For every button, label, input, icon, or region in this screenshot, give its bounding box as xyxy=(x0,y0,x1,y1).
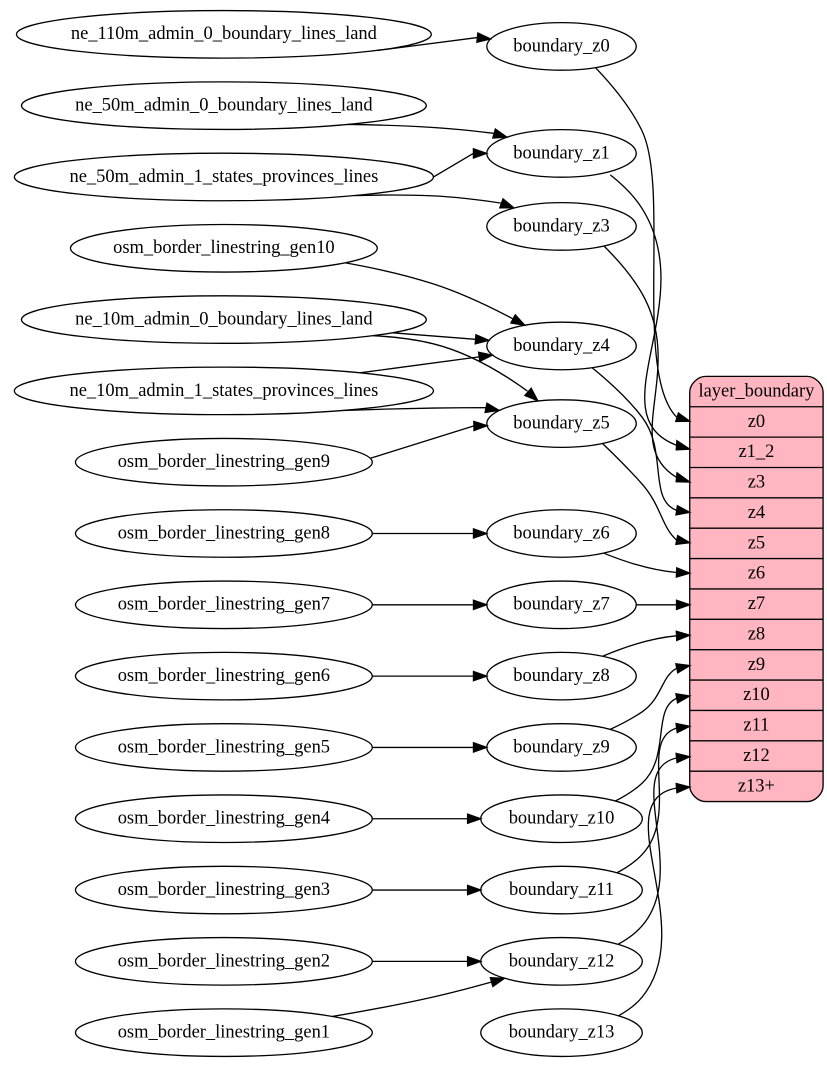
svg-text:boundary_z6: boundary_z6 xyxy=(513,522,609,542)
svg-text:boundary_z7: boundary_z7 xyxy=(513,594,609,614)
svg-text:boundary_z1: boundary_z1 xyxy=(513,142,609,162)
svg-text:ne_50m_admin_0_boundary_lines_: ne_50m_admin_0_boundary_lines_land xyxy=(75,95,373,115)
svg-text:osm_border_linestring_gen4: osm_border_linestring_gen4 xyxy=(118,808,330,828)
svg-text:ne_110m_admin_0_boundary_lines: ne_110m_admin_0_boundary_lines_land xyxy=(71,23,378,43)
svg-text:ne_50m_admin_1_states_province: ne_50m_admin_1_states_provinces_lines xyxy=(69,166,378,186)
svg-text:z0: z0 xyxy=(748,411,765,431)
svg-text:boundary_z11: boundary_z11 xyxy=(509,879,614,899)
svg-text:z11: z11 xyxy=(743,715,769,735)
svg-text:osm_border_linestring_gen1: osm_border_linestring_gen1 xyxy=(118,1022,330,1042)
svg-text:z9: z9 xyxy=(748,654,765,674)
svg-text:layer_boundary: layer_boundary xyxy=(698,380,815,400)
svg-text:z8: z8 xyxy=(748,623,765,643)
svg-text:osm_border_linestring_gen6: osm_border_linestring_gen6 xyxy=(118,665,330,685)
svg-text:boundary_z5: boundary_z5 xyxy=(513,412,609,432)
svg-text:osm_border_linestring_gen10: osm_border_linestring_gen10 xyxy=(113,237,335,257)
svg-text:osm_border_linestring_gen8: osm_border_linestring_gen8 xyxy=(118,522,330,542)
svg-text:osm_border_linestring_gen9: osm_border_linestring_gen9 xyxy=(118,451,330,471)
svg-text:osm_border_linestring_gen3: osm_border_linestring_gen3 xyxy=(118,879,330,899)
svg-text:ne_10m_admin_0_boundary_lines_: ne_10m_admin_0_boundary_lines_land xyxy=(75,308,373,328)
svg-text:z4: z4 xyxy=(748,502,765,522)
svg-text:boundary_z9: boundary_z9 xyxy=(513,736,609,756)
svg-text:z13+: z13+ xyxy=(738,775,775,795)
svg-text:z10: z10 xyxy=(743,684,770,704)
svg-text:boundary_z4: boundary_z4 xyxy=(513,335,609,355)
svg-text:boundary_z3: boundary_z3 xyxy=(513,215,609,235)
svg-text:z12: z12 xyxy=(743,745,770,765)
svg-text:z5: z5 xyxy=(748,532,765,552)
svg-text:boundary_z13: boundary_z13 xyxy=(509,1022,615,1042)
svg-text:boundary_z10: boundary_z10 xyxy=(509,808,615,828)
svg-text:osm_border_linestring_gen7: osm_border_linestring_gen7 xyxy=(118,594,330,614)
svg-text:z1_2: z1_2 xyxy=(738,441,774,461)
svg-text:boundary_z0: boundary_z0 xyxy=(513,35,609,55)
svg-text:boundary_z12: boundary_z12 xyxy=(509,950,615,970)
svg-text:z6: z6 xyxy=(748,563,765,583)
svg-text:osm_border_linestring_gen5: osm_border_linestring_gen5 xyxy=(118,736,330,756)
svg-text:z3: z3 xyxy=(748,472,765,492)
svg-text:ne_10m_admin_1_states_province: ne_10m_admin_1_states_provinces_lines xyxy=(69,380,378,400)
svg-text:z7: z7 xyxy=(748,593,765,613)
svg-text:boundary_z8: boundary_z8 xyxy=(513,665,609,685)
svg-text:osm_border_linestring_gen2: osm_border_linestring_gen2 xyxy=(118,950,330,970)
